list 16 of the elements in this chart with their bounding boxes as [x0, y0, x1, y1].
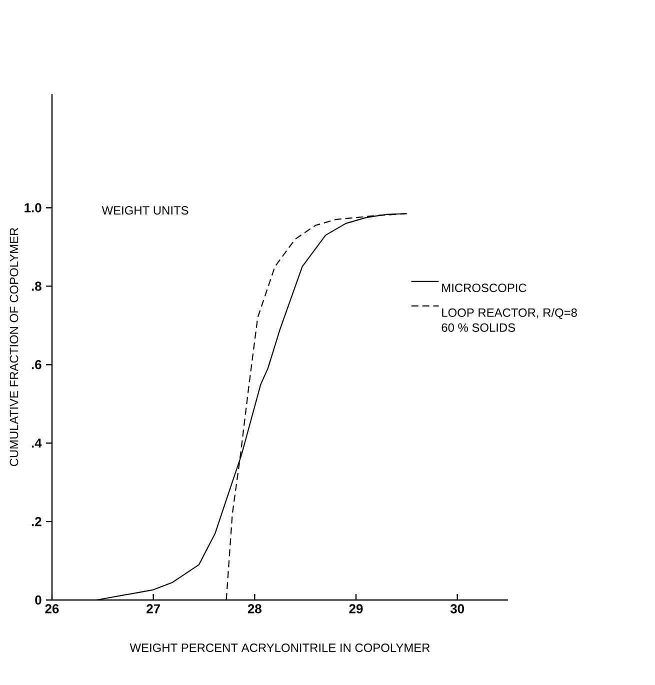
text: LOOP REACTOR, R/Q=8 60 % SOLIDS [442, 308, 577, 332]
y-tick-label: .2 [32, 517, 42, 526]
x-tick-label: 26 [45, 604, 59, 614]
x-tick-label: 30 [450, 604, 464, 614]
x-tick-label: 27 [146, 604, 160, 614]
x-tick-label: 29 [349, 604, 363, 614]
x-tick-label: 28 [248, 604, 262, 614]
y-tick-label: .8 [32, 282, 42, 291]
y-tick-label: .6 [32, 360, 42, 370]
legend-label: MICROSCOPIC [442, 284, 526, 292]
annotation: WEIGHT UNITS [102, 206, 188, 215]
y-axis-title: CUMULATIVE FRACTION OF COPOLYMER [10, 228, 18, 466]
y-tick-label: 0 [35, 595, 42, 605]
y-tick-label: 1.0 [24, 203, 42, 212]
y-tick-label: .4 [32, 438, 42, 448]
x-axis-title: WEIGHT PERCENT ACRYLONITRILE IN COPOLYMER [130, 644, 430, 652]
